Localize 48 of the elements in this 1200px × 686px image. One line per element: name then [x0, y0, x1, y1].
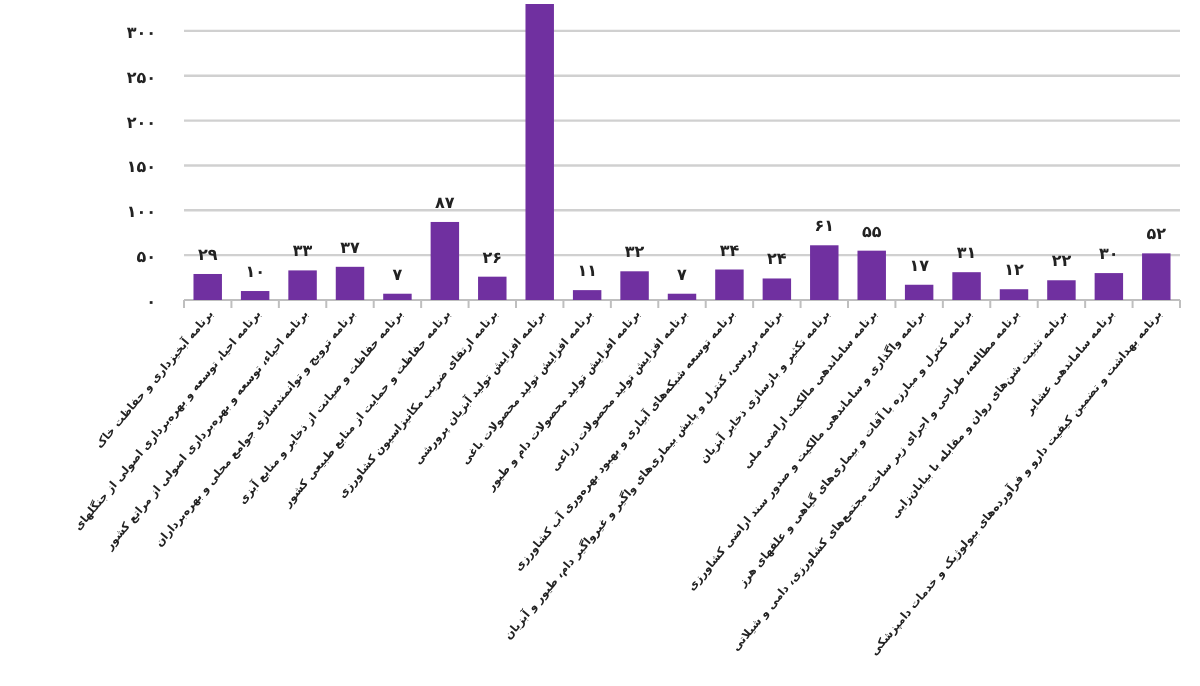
bar: [1047, 280, 1076, 300]
bar: [904, 284, 934, 300]
data-label: ۷: [677, 265, 688, 284]
data-label: ۲۲: [1051, 252, 1072, 271]
data-label: ۲۹: [197, 245, 218, 264]
y-tick-label: ۱۵۰: [126, 158, 156, 177]
y-tick-label: ۲۵۰: [126, 68, 156, 87]
bar: [193, 273, 222, 300]
bar: [525, 4, 554, 300]
y-tick-label: ۰: [146, 293, 156, 311]
bar: [810, 245, 839, 300]
data-label: ۳۰: [1099, 245, 1119, 264]
data-label: ۲۴: [767, 250, 787, 269]
bar: [1094, 273, 1124, 300]
data-label: ۱۷: [909, 256, 930, 275]
bar: [1142, 253, 1171, 300]
data-label: ۶۱: [814, 217, 835, 236]
data-label: ۳۱: [956, 244, 977, 263]
bar: [430, 221, 460, 300]
y-tick-label: ۵۰: [136, 248, 156, 267]
data-label: ۷: [392, 265, 403, 284]
data-label: ۳۲: [624, 243, 645, 262]
data-label: ۳۴: [719, 241, 740, 260]
bar: [857, 250, 886, 300]
data-label: ۵۲: [1146, 225, 1167, 244]
data-label: ۱۱: [577, 262, 597, 281]
bar: [667, 293, 697, 300]
data-label: ۱۲: [1004, 261, 1024, 280]
data-label: ۳۷: [340, 238, 360, 257]
y-tick-label: ۳۰۰: [126, 23, 156, 42]
bar: [715, 269, 744, 300]
bar: [383, 293, 412, 300]
y-tick-label: ۲۰۰: [126, 113, 156, 132]
bar: [762, 278, 792, 300]
bar: [952, 272, 981, 300]
bar: [620, 271, 649, 300]
data-label: ۳۳: [292, 242, 313, 261]
data-label: ۲۶: [482, 248, 503, 267]
y-tick-label: ۱۰۰: [126, 203, 156, 222]
bar: [999, 289, 1029, 300]
bar: [478, 276, 507, 300]
bar: [335, 266, 365, 300]
data-label: ۵۵: [861, 222, 882, 241]
bar: [572, 290, 602, 300]
data-label: ۸۷: [435, 193, 455, 212]
data-label: ۱۰: [245, 263, 265, 282]
bar: [240, 291, 270, 300]
bar: [288, 270, 317, 300]
